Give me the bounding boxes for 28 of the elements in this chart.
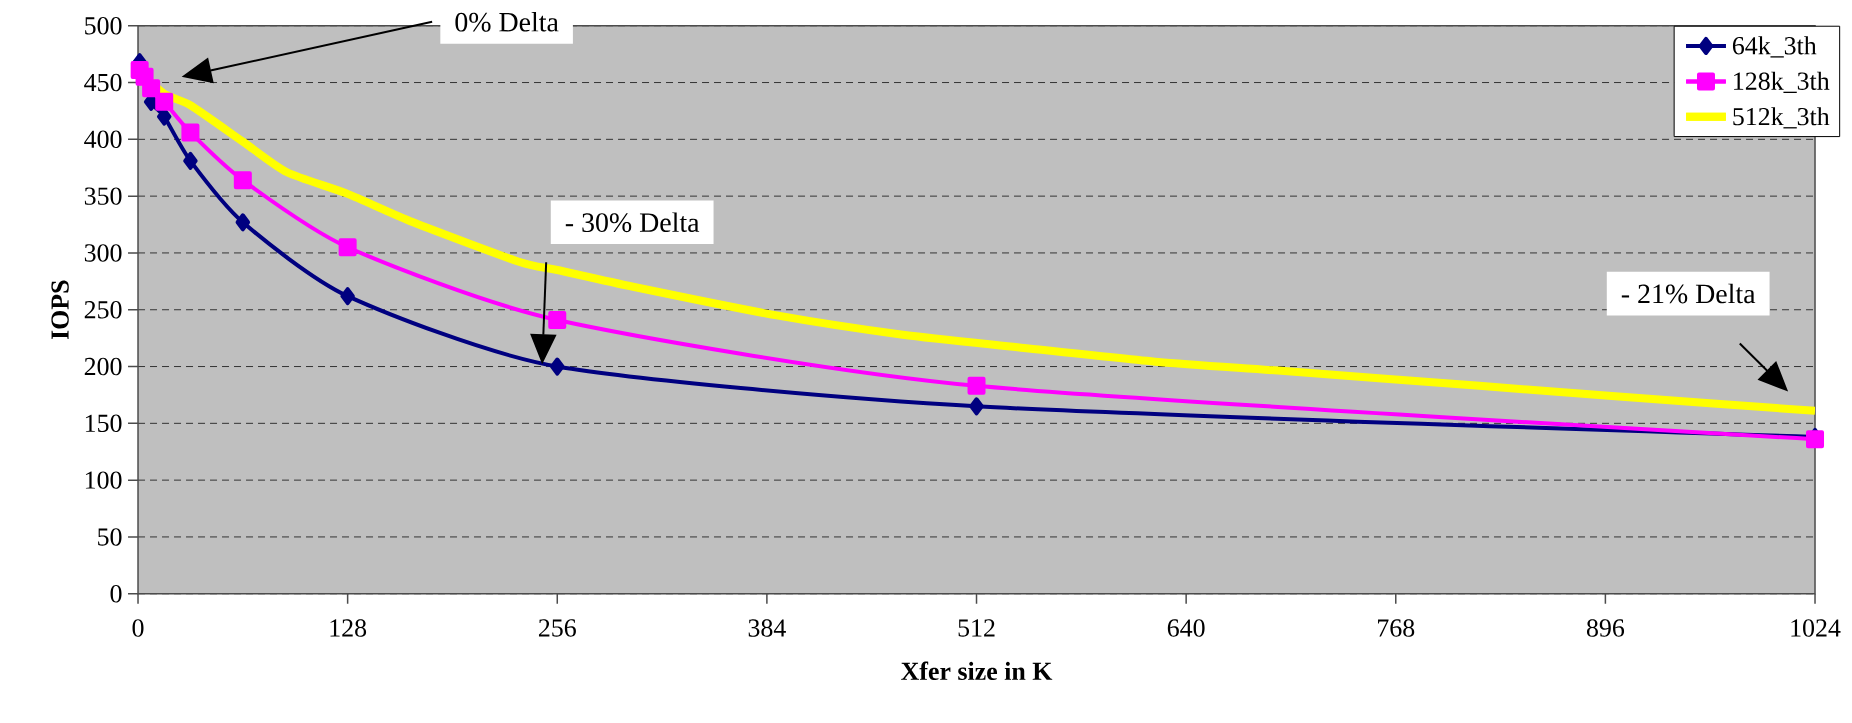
x-tick-label: 896 <box>1586 619 1625 637</box>
x-tick-label: 640 <box>1167 619 1205 637</box>
legend-label: 128k_3th <box>1734 71 1830 94</box>
x-tick-label: 256 <box>538 619 576 637</box>
y-tick-label: 400 <box>84 130 122 149</box>
y-tick-label: 250 <box>84 301 122 319</box>
y-axis-title: IOPS <box>51 280 69 340</box>
y-tick-label: 450 <box>84 73 122 92</box>
legend-label: 512k_3th <box>1733 107 1830 129</box>
y-tick-label: 500 <box>85 17 122 35</box>
x-tick-label: 1024 <box>1791 619 1841 637</box>
y-tick-label: 300 <box>84 244 122 262</box>
y-tick-label: 200 <box>84 357 122 376</box>
x-axis-title: Xfer size in K <box>901 661 1053 681</box>
annotation: - 21% Delta <box>1621 283 1756 304</box>
x-tick-label: 128 <box>330 619 367 637</box>
x-tick-label: 512 <box>958 619 995 637</box>
x-tick-label: 0 <box>132 619 144 637</box>
y-tick-label: 350 <box>84 187 122 205</box>
x-tick-label: 384 <box>748 619 786 637</box>
annotation: 0% Delta <box>455 12 559 32</box>
y-tick-label: 50 <box>98 528 122 546</box>
y-tick-label: 150 <box>85 414 122 433</box>
annotation: - 30% Delta <box>565 212 700 233</box>
y-tick-label: 100 <box>85 471 122 489</box>
x-tick-label: 768 <box>1378 619 1415 637</box>
legend-label: 64k_3th <box>1732 36 1817 58</box>
y-tick-label: 0 <box>110 585 122 603</box>
